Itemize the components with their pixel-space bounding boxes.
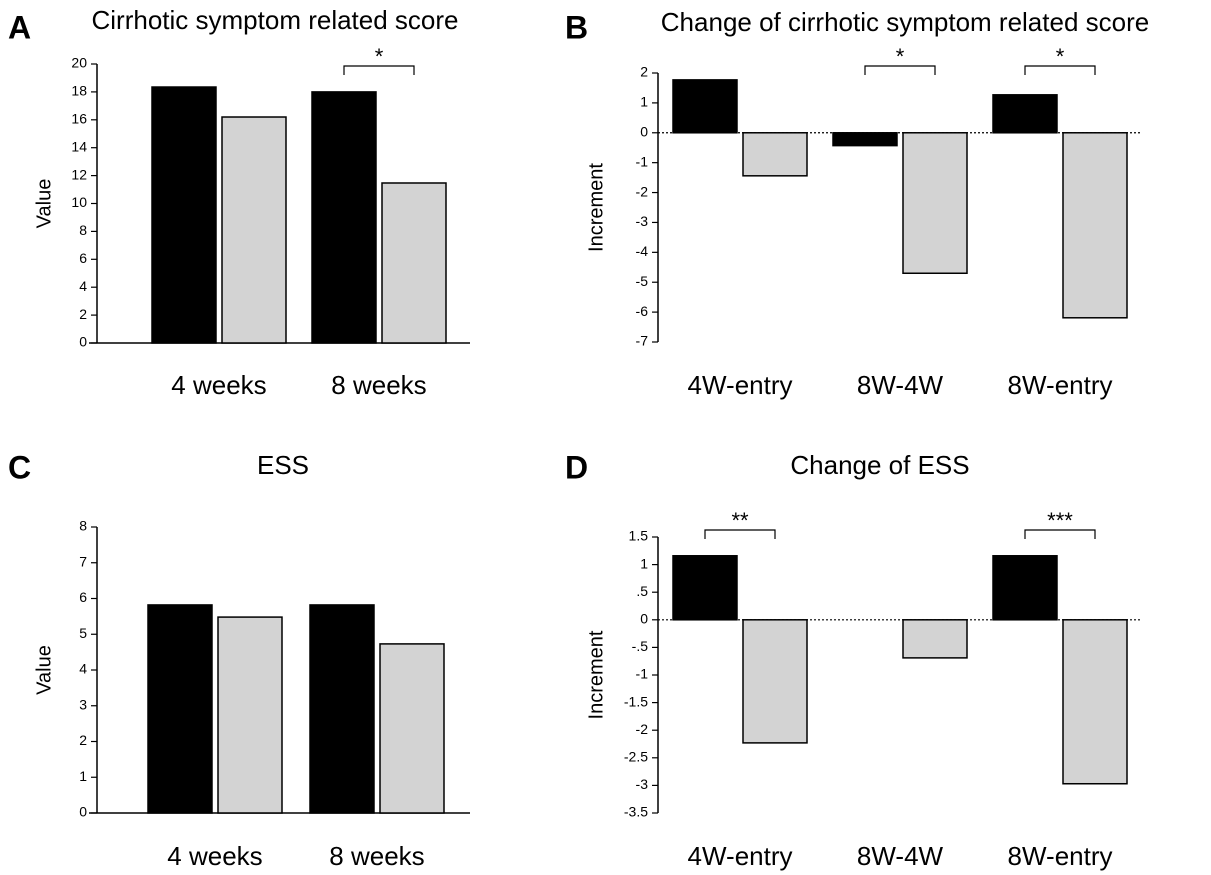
panel-letter: C [8, 449, 31, 485]
x-tick-label: 8W-entry [1008, 841, 1113, 871]
y-tick-label: -2.5 [624, 749, 648, 765]
x-tick-label: 8 weeks [331, 370, 426, 400]
bar [742, 619, 808, 744]
y-tick-label: -1.5 [624, 693, 648, 709]
y-tick-label: 4 [79, 278, 87, 294]
y-tick-label: -7 [636, 333, 649, 349]
y-tick-label: 16 [71, 111, 87, 127]
chart-title: Cirrhotic symptom related score [92, 5, 459, 35]
significance-label: *** [1047, 508, 1073, 533]
significance-bracket [343, 65, 415, 75]
significance-label: * [896, 44, 905, 69]
bar [992, 555, 1058, 621]
y-tick-label: -2 [636, 721, 649, 737]
y-tick-label: 5 [79, 625, 87, 641]
y-tick-label: 1 [79, 768, 87, 784]
y-tick-label: 0 [640, 123, 648, 139]
significance-label: ** [731, 508, 749, 533]
bar [832, 132, 898, 147]
y-axis-label: Increment [585, 630, 607, 719]
y-tick-label: 2 [79, 306, 87, 322]
y-tick-label: 18 [71, 83, 87, 99]
chart-title: Change of ESS [790, 450, 969, 480]
significance-label: * [375, 44, 384, 69]
y-tick-label: -5 [636, 273, 649, 289]
y-tick-label: -3.5 [624, 804, 648, 820]
significance-bracket [864, 65, 936, 75]
y-tick-label: 12 [71, 166, 87, 182]
y-tick-label: -1 [636, 153, 649, 169]
y-tick-label: 6 [79, 589, 87, 605]
chart-title: ESS [257, 450, 309, 480]
significance-label: * [1056, 44, 1065, 69]
bar [902, 132, 968, 275]
significance-bracket [704, 529, 776, 539]
x-tick-label: 8W-4W [857, 370, 944, 400]
y-tick-label: 3 [79, 696, 87, 712]
chart-title: Change of cirrhotic symptom related scor… [661, 7, 1149, 37]
y-tick-label: 1 [640, 94, 648, 110]
y-tick-label: -2 [636, 183, 649, 199]
bar [742, 132, 808, 177]
bar [147, 604, 213, 814]
bar [151, 86, 217, 344]
bar [1062, 619, 1128, 785]
y-tick-label: 6 [79, 250, 87, 266]
bar [381, 182, 447, 344]
y-tick-label: 2 [640, 64, 648, 80]
y-tick-label: 8 [79, 222, 87, 238]
y-axis-label: Value [33, 179, 55, 229]
y-tick-label: 0 [79, 804, 87, 820]
x-tick-label: 4W-entry [688, 841, 793, 871]
y-tick-label: 10 [71, 194, 87, 210]
x-tick-label: 8W-entry [1008, 370, 1113, 400]
significance-bracket [1024, 529, 1096, 539]
bar [379, 643, 445, 814]
x-tick-label: 4 weeks [167, 841, 262, 871]
bar [309, 604, 375, 814]
panel-letter: A [8, 9, 31, 45]
bar [902, 619, 968, 659]
y-tick-label: -3 [636, 776, 649, 792]
panel-letter: B [565, 9, 588, 45]
bar [672, 555, 738, 621]
y-tick-label: -.5 [632, 638, 649, 654]
bar [1062, 132, 1128, 319]
y-tick-label: 0 [79, 334, 87, 350]
y-tick-label: 4 [79, 661, 87, 677]
y-tick-label: 20 [71, 55, 87, 71]
y-tick-label: -3 [636, 213, 649, 229]
y-tick-label: 14 [71, 138, 87, 154]
panel-letter: D [565, 449, 588, 485]
y-axis-label: Value [33, 645, 55, 695]
y-tick-label: 2 [79, 732, 87, 748]
significance-bracket [1024, 65, 1096, 75]
y-tick-label: 7 [79, 553, 87, 569]
x-tick-label: 8W-4W [857, 841, 944, 871]
bar [311, 91, 377, 344]
x-tick-label: 8 weeks [329, 841, 424, 871]
y-tick-label: 1 [640, 555, 648, 571]
y-axis-label: Increment [585, 163, 607, 252]
bar [672, 79, 738, 134]
y-tick-label: .5 [636, 583, 648, 599]
x-tick-label: 4W-entry [688, 370, 793, 400]
bar [992, 94, 1058, 134]
y-tick-label: -1 [636, 666, 649, 682]
y-tick-label: 0 [640, 611, 648, 627]
bar [221, 116, 287, 344]
bar [217, 616, 283, 814]
y-tick-label: 8 [79, 518, 87, 534]
y-tick-label: 1.5 [629, 528, 649, 544]
x-tick-label: 4 weeks [171, 370, 266, 400]
y-tick-label: -4 [636, 243, 649, 259]
y-tick-label: -6 [636, 303, 649, 319]
